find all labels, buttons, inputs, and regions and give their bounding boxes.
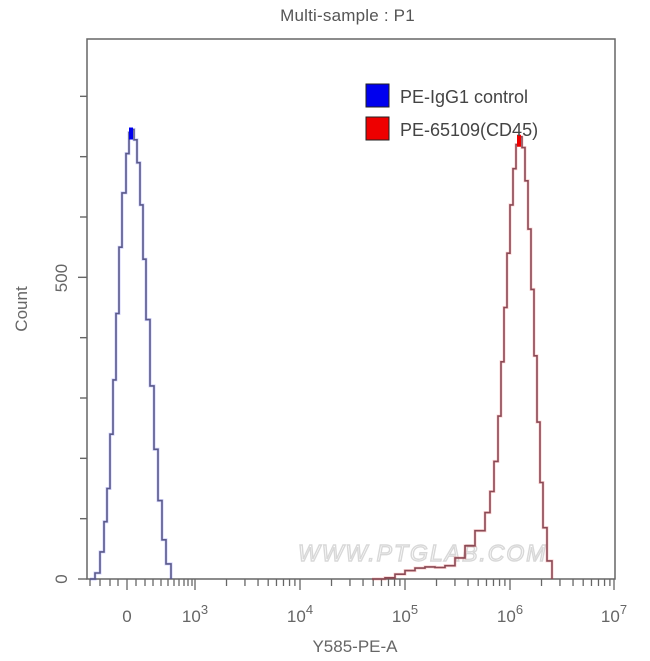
y-tick-label-500: 500 bbox=[52, 264, 71, 292]
legend-swatch-cd45 bbox=[365, 116, 390, 141]
x-tick-label-1e7: 107 bbox=[601, 602, 627, 626]
series-cd45-line bbox=[372, 136, 553, 580]
x-axis-ticks bbox=[89, 579, 615, 590]
x-tick-label-1e3: 103 bbox=[182, 602, 208, 626]
legend-label-control: PE-IgG1 control bbox=[400, 87, 528, 107]
x-tick-label-1e6: 106 bbox=[497, 602, 523, 626]
y-tick-label-0: 0 bbox=[52, 574, 71, 583]
chart-title: Multi-sample : P1 bbox=[280, 6, 415, 25]
legend-swatch-control bbox=[365, 83, 390, 108]
plot-frame bbox=[86, 38, 616, 580]
x-tick-label-1e5: 105 bbox=[392, 602, 418, 626]
y-axis-label: Count bbox=[12, 286, 31, 332]
histogram-series bbox=[90, 127, 554, 581]
y-axis-ticks bbox=[78, 95, 87, 580]
watermark: WWW.PTGLAB.COM bbox=[298, 540, 547, 566]
x-tick-label-1e4: 104 bbox=[287, 602, 313, 626]
legend: PE-IgG1 control PE-65109(CD45) bbox=[365, 83, 538, 141]
x-axis-label: Y585-PE-A bbox=[312, 637, 398, 656]
legend-label-cd45: PE-65109(CD45) bbox=[400, 120, 538, 140]
x-tick-label-0: 0 bbox=[122, 607, 131, 626]
x-tick-labels: 0 103 104 105 106 107 bbox=[122, 602, 627, 626]
